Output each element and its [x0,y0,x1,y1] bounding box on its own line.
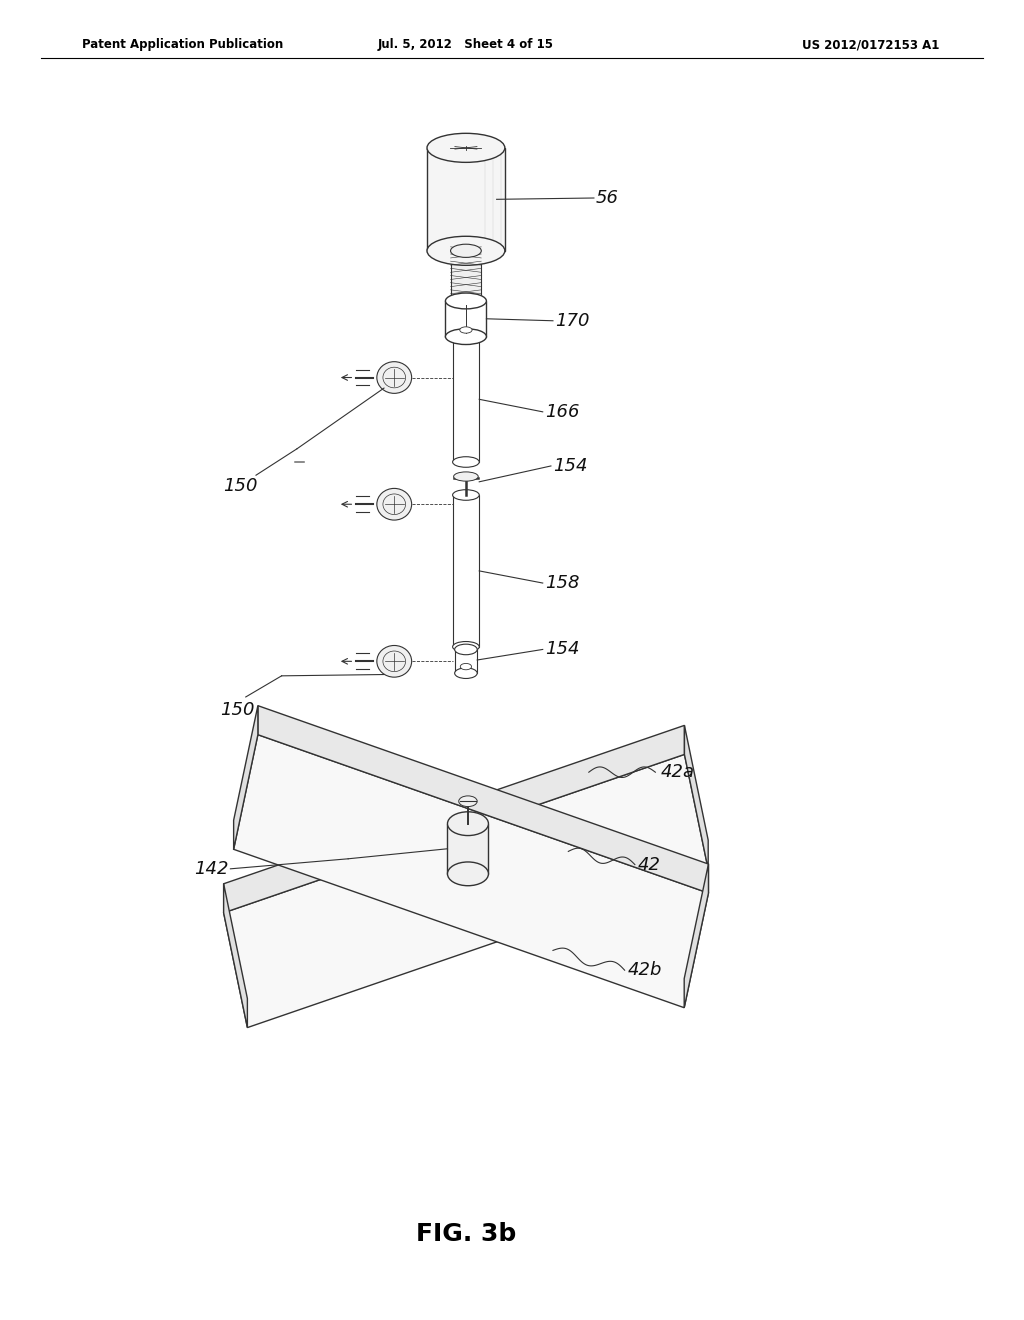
Text: 150: 150 [220,701,255,719]
Text: Patent Application Publication: Patent Application Publication [82,38,284,51]
Bar [451,251,481,301]
Ellipse shape [427,133,505,162]
Text: 142: 142 [195,859,229,878]
Text: Jul. 5, 2012   Sheet 4 of 15: Jul. 5, 2012 Sheet 4 of 15 [378,38,554,51]
Polygon shape [233,706,258,849]
Ellipse shape [445,293,486,309]
Bar [447,824,488,874]
Text: 56: 56 [596,189,618,207]
Text: 158: 158 [545,574,580,593]
Ellipse shape [460,327,472,333]
Ellipse shape [383,651,406,672]
Text: 42b: 42b [628,961,663,979]
Polygon shape [223,755,709,1027]
Ellipse shape [445,329,486,345]
Ellipse shape [447,812,488,836]
Ellipse shape [453,490,479,500]
Ellipse shape [453,642,479,652]
Bar [453,495,479,647]
Polygon shape [223,726,684,913]
Ellipse shape [461,664,471,669]
Ellipse shape [455,644,477,655]
Ellipse shape [447,862,488,886]
Text: FIG. 3b: FIG. 3b [416,1222,516,1246]
Ellipse shape [377,488,412,520]
Text: US 2012/0172153 A1: US 2012/0172153 A1 [802,38,939,51]
Text: 166: 166 [545,403,580,421]
Text: 154: 154 [553,457,588,475]
Ellipse shape [453,331,479,342]
Bar [453,337,479,462]
Polygon shape [223,884,248,1027]
Text: 42: 42 [638,855,660,874]
Ellipse shape [427,236,505,265]
Ellipse shape [459,796,477,807]
Ellipse shape [377,362,412,393]
Ellipse shape [451,294,481,308]
Ellipse shape [377,645,412,677]
Bar [455,649,477,673]
Text: 42a: 42a [660,763,694,781]
Polygon shape [684,865,709,1007]
Polygon shape [233,735,709,1007]
Ellipse shape [454,471,478,480]
Polygon shape [258,706,709,894]
Ellipse shape [455,668,477,678]
Ellipse shape [383,494,406,515]
Text: 150: 150 [223,477,258,495]
Bar [445,301,486,337]
Text: 170: 170 [555,312,590,330]
Bar [427,148,505,251]
Ellipse shape [453,457,479,467]
Polygon shape [684,726,709,869]
Ellipse shape [451,244,481,257]
Text: 154: 154 [545,640,580,659]
Ellipse shape [383,367,406,388]
